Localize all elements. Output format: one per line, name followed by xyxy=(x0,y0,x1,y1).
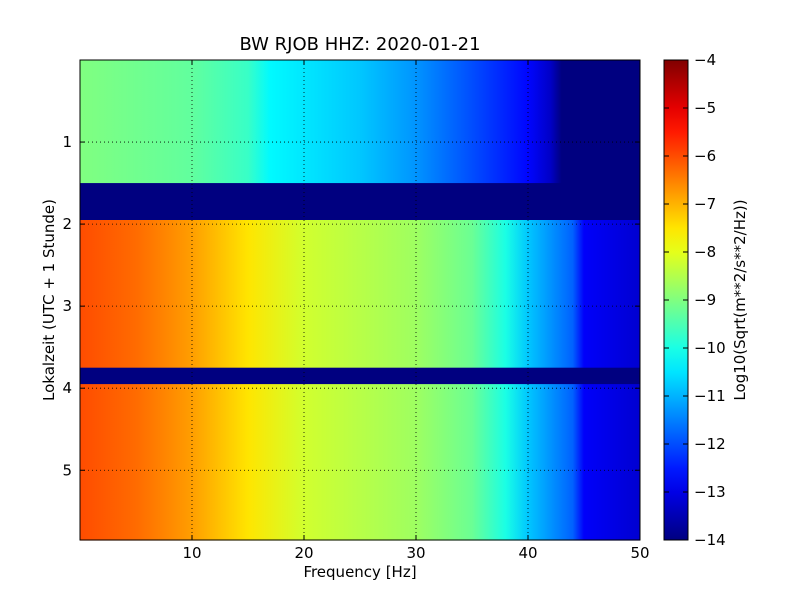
spectrogram-band xyxy=(80,220,640,369)
colorbar-tick-label: −7 xyxy=(694,195,716,213)
chart-title: BW RJOB HHZ: 2020-01-21 xyxy=(239,34,480,55)
colorbar-tick-label: −5 xyxy=(694,99,716,117)
colorbar-tick-label: −12 xyxy=(694,435,726,453)
grid xyxy=(80,60,640,540)
x-axis-label: Frequency [Hz] xyxy=(303,563,416,581)
plot-frame xyxy=(79,59,641,541)
spectrogram-band xyxy=(80,384,640,541)
x-tick-label: 30 xyxy=(406,544,425,562)
y-tick-label: 3 xyxy=(62,297,72,315)
y-axis-ticks: 1 2 3 4 5 xyxy=(62,133,640,479)
heatmap xyxy=(80,60,640,541)
spectrogram-band xyxy=(80,367,640,385)
colorbar-ticks: −4 −5 −6 −7 −8 −9 −10 −11 −12 −13 −14 xyxy=(664,51,726,549)
spectrogram-band xyxy=(80,183,640,221)
y-axis-label: Lokalzeit (UTC + 1 Stunde) xyxy=(40,199,58,401)
y-tick-label: 4 xyxy=(62,379,72,397)
colorbar-tick-label: −11 xyxy=(694,387,726,405)
y-tick-label: 2 xyxy=(62,215,72,233)
colorbar-tick-label: −10 xyxy=(694,339,726,357)
colorbar-tick-label: −6 xyxy=(694,147,716,165)
colorbar-tick-label: −9 xyxy=(694,291,716,309)
x-tick-label: 10 xyxy=(182,544,201,562)
x-tick-label: 50 xyxy=(630,544,649,562)
x-tick-label: 40 xyxy=(518,544,537,562)
colorbar-tick-label: −14 xyxy=(694,531,726,549)
colorbar-tick-label: −8 xyxy=(694,243,716,261)
spectrogram-band xyxy=(80,60,640,184)
colorbar-label: Log10(Sqrt(m**2/s**2/Hz)) xyxy=(731,199,749,400)
colorbar-tick-label: −4 xyxy=(694,51,716,69)
x-axis-ticks: 10 20 30 40 50 xyxy=(182,60,650,562)
y-tick-label: 5 xyxy=(62,461,72,479)
colorbar-tick-label: −13 xyxy=(694,483,726,501)
y-tick-label: 1 xyxy=(62,133,72,151)
x-tick-label: 20 xyxy=(294,544,313,562)
